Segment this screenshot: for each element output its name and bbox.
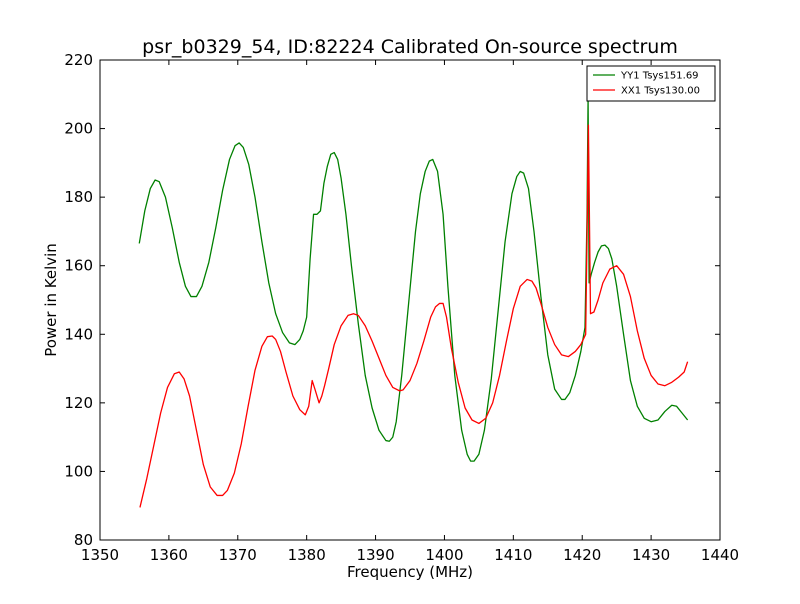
y-axis-label: Power in Kelvin bbox=[42, 243, 60, 357]
legend-label-0: YY1 Tsys151.69 bbox=[620, 71, 699, 82]
legend-box bbox=[586, 65, 716, 102]
y-tick-label: 140 bbox=[64, 325, 93, 343]
legend: YY1 Tsys151.69 XX1 Tsys130.00 bbox=[586, 65, 716, 102]
x-tick-label: 1390 bbox=[356, 546, 394, 564]
series-line-1 bbox=[139, 124, 689, 508]
x-tick-label: 1440 bbox=[701, 546, 739, 564]
axes: 1350 1360 1370 1380 1390 1400 1410 1420 1430 1440… bbox=[64, 51, 739, 564]
y-tick-label: 120 bbox=[64, 394, 93, 412]
x-tick-label: 1410 bbox=[494, 546, 532, 564]
y-tick-label: 180 bbox=[64, 188, 93, 206]
x-tick-label: 1350 bbox=[81, 546, 119, 564]
y-tick-label: 160 bbox=[64, 257, 93, 275]
x-tick-label: 1360 bbox=[150, 546, 188, 564]
y-tick-label: 200 bbox=[64, 120, 93, 138]
x-tick-label: 1370 bbox=[219, 546, 257, 564]
plot-area bbox=[138, 97, 689, 508]
x-tick-label: 1400 bbox=[425, 546, 463, 564]
axes-frame bbox=[99, 59, 721, 541]
series-line-0 bbox=[138, 97, 689, 462]
x-tick-label: 1420 bbox=[563, 546, 601, 564]
x-tick-label: 1380 bbox=[288, 546, 326, 564]
x-axis-label: Frequency (MHz) bbox=[347, 563, 473, 581]
y-tick-label: 220 bbox=[64, 51, 93, 69]
series-group bbox=[138, 97, 689, 508]
y-tick-label: 100 bbox=[64, 462, 93, 480]
y-tick-label: 80 bbox=[74, 531, 93, 549]
x-tick-label: 1430 bbox=[632, 546, 670, 564]
chart-title: psr_b0329_54, ID:82224 Calibrated On-sou… bbox=[142, 36, 678, 58]
legend-label-1: XX1 Tsys130.00 bbox=[621, 86, 700, 97]
